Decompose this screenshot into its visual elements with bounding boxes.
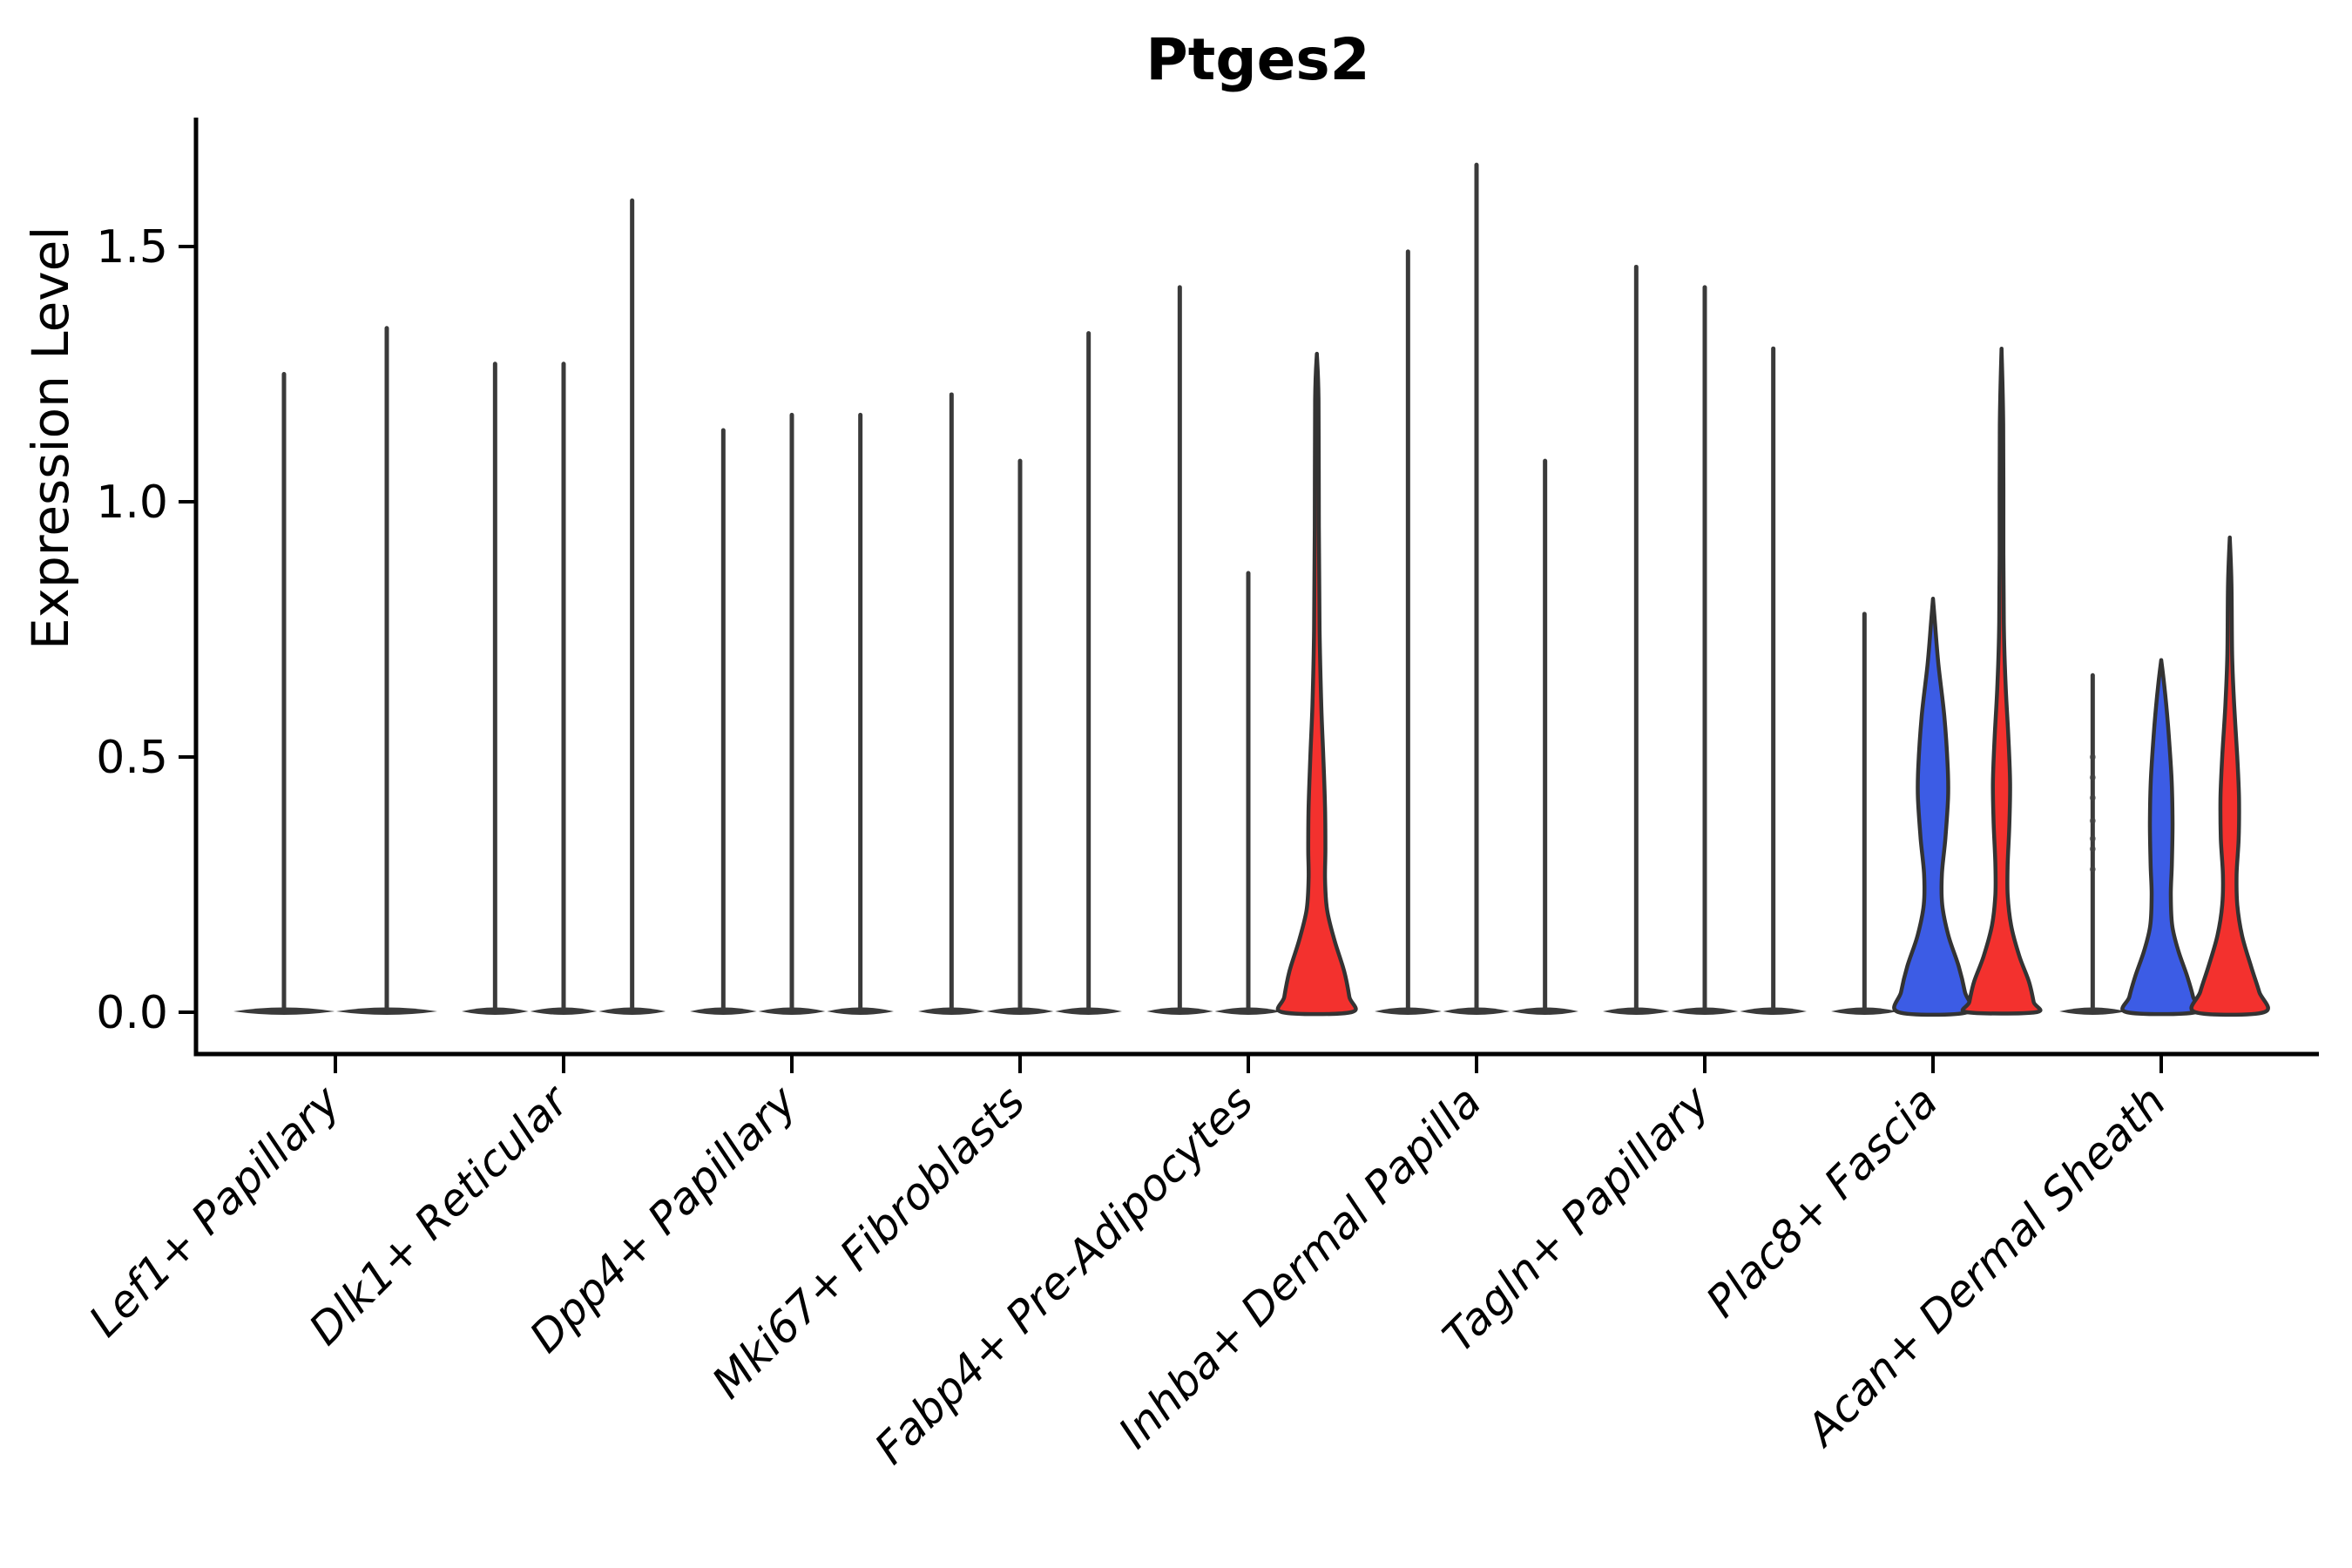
jitter-point xyxy=(2089,754,2096,760)
jitter-point xyxy=(2089,794,2096,801)
violin-red-plac8-fascia xyxy=(1960,346,2043,1016)
y-tick-label: 0.5 xyxy=(96,732,168,784)
jitter-point xyxy=(2089,866,2096,873)
violin-red-acan-dermal-sheath xyxy=(2189,535,2270,1017)
x-tick-label: Fabp4+ Pre-Adipocytes xyxy=(865,1076,1263,1474)
x-tick-label: Plac8+ Fascia xyxy=(1697,1076,1948,1327)
y-tick-label: 0.0 xyxy=(96,987,168,1039)
violin-blue-plac8-fascia xyxy=(1892,597,1974,1017)
x-tick-label: Lef1+ Papillary xyxy=(79,1075,350,1346)
jitter-point xyxy=(2089,774,2096,781)
violin-red-fabp4-pre-adipocytes xyxy=(1275,351,1358,1017)
y-tick-label: 1.5 xyxy=(96,221,168,274)
chart-title: Ptges2 xyxy=(1146,26,1370,93)
violin-blue-acan-dermal-sheath xyxy=(2120,658,2202,1017)
jitter-point xyxy=(2089,835,2096,842)
y-axis-label: Expression Level xyxy=(21,226,80,650)
y-tick-label: 1.0 xyxy=(96,476,168,529)
x-tick-label: Acan+ Dermal Sheath xyxy=(1795,1076,2176,1456)
jitter-point xyxy=(2089,845,2096,852)
x-tick-label: Inhba+ Dermal Papilla xyxy=(1109,1076,1490,1457)
jitter-point xyxy=(2089,817,2096,824)
